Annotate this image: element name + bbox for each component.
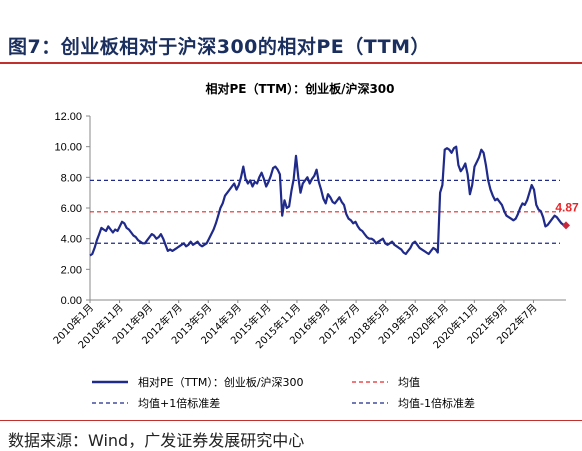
y-tick-label: 8.00: [61, 172, 82, 184]
legend-label: 相对PE（TTM）：创业板/沪深300: [138, 375, 304, 389]
y-tick-label: 6.00: [61, 203, 82, 215]
reference-lines: [90, 179, 560, 244]
legend-label: 均值+1倍标准差: [138, 396, 220, 410]
legend-label: 均值: [398, 376, 420, 389]
y-tick-label: 10.00: [54, 142, 82, 154]
legend-label: 均值-1倍标准差: [398, 396, 475, 410]
y-tick-label: 0.00: [61, 295, 82, 307]
relative-pe-chart: 相对PE（TTM）：创业板/沪深300 0.00 2.00 4.00 6.00 8.00…: [50, 81, 579, 410]
axes-group: 0.00 2.00 4.00 6.00 8.00 10.00 12.00: [54, 111, 566, 307]
series-line: [89, 145, 567, 257]
series-group: 4.87: [89, 145, 579, 257]
source-note: 数据来源：Wind，广发证券发展研究中心: [8, 431, 305, 450]
end-value-label: 4.87: [555, 200, 579, 214]
end-point-marker: [562, 221, 570, 230]
chart-title: 相对PE（TTM）：创业板/沪深300: [205, 81, 394, 96]
x-tick-labels: 2010年1月2010年11月2011年9月2012年7月2013年5月2014…: [50, 300, 540, 351]
title-rule: [0, 62, 582, 64]
y-tick-label: 2.00: [61, 264, 82, 276]
source-rule: [0, 420, 582, 421]
y-tick-label: 4.00: [61, 234, 82, 246]
y-tick-label: 12.00: [54, 111, 82, 123]
figure-title: 图7：创业板相对于沪深300的相对PE（TTM）: [8, 36, 431, 58]
